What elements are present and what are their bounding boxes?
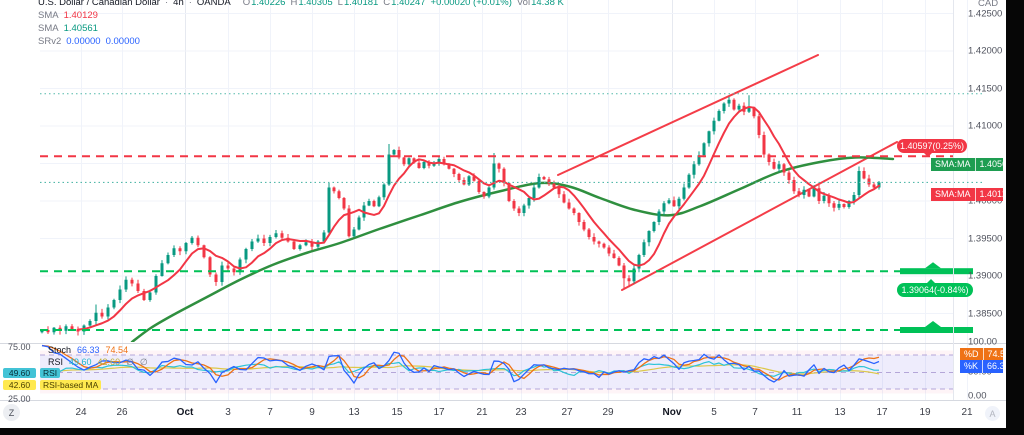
sma-slow-value: 1.40561: [63, 23, 98, 34]
oscillator-axis-label: 100.00: [968, 336, 998, 348]
stoch-k-axis-badge: %K 66.33: [960, 360, 1006, 373]
timezone-button[interactable]: Z: [3, 404, 20, 421]
empty-set-icon: ∅: [126, 357, 134, 367]
srv2-label: SRv2: [38, 36, 62, 47]
open-label: O: [242, 0, 251, 8]
time-axis-label: 7: [752, 407, 758, 418]
timeframe[interactable]: 4h: [173, 0, 184, 8]
time-axis-label: 17: [876, 407, 888, 418]
price-axis-label: 1.40000: [968, 195, 1003, 207]
separator: ·: [188, 0, 192, 8]
time-axis-label: Nov: [662, 407, 682, 418]
time-axis-label: 24: [75, 407, 87, 418]
time-axis-label: 7: [267, 407, 273, 418]
time-axis-label: 5: [711, 407, 717, 418]
chart-legend: U.S. Dollar / Canadian Dollar · 4h · OAN…: [38, 0, 564, 49]
time-axis-label: 17: [433, 407, 445, 418]
rsi-value: 49.60: [69, 357, 92, 367]
rsi-value-chip: 49.60: [3, 368, 36, 378]
symbol-info-row[interactable]: U.S. Dollar / Canadian Dollar · 4h · OAN…: [38, 0, 564, 9]
price-axis-label: 1.41000: [968, 120, 1003, 132]
oscillator-axis-label: 0.00: [968, 390, 987, 402]
sma-fast-axis-badge: SMA:MA 1.40129: [931, 188, 1006, 201]
time-axis-label: 13: [348, 407, 360, 418]
time-axis-label: 15: [391, 407, 403, 418]
exchange: OANDA: [196, 0, 231, 8]
rsi-ma-value-chip: 42.60: [3, 380, 36, 390]
rsi-legend-row[interactable]: RSI 49.60 42.60 ∅ ∅: [48, 356, 148, 368]
time-axis-label: 9: [309, 407, 315, 418]
rsi-ma-name-chip: RSI-based MA: [40, 380, 102, 390]
time-axis-label: Oct: [176, 407, 194, 418]
time-axis-label: 27: [561, 407, 573, 418]
time-axis-label: 23: [515, 407, 527, 418]
stoch-d-axis-badge: %D 74.54: [960, 348, 1006, 361]
stoch-legend-row[interactable]: Stoch 66.33 74.54: [48, 344, 148, 356]
price-axis-label: 1.39500: [968, 233, 1003, 244]
oscillator-legend: Stoch 66.33 74.54 RSI 49.60 42.60 ∅ ∅: [48, 344, 148, 368]
change-value: +0.00020 (+0.01%): [430, 0, 512, 8]
oscillator-left-axis-label: 75.00: [8, 342, 31, 352]
resistance-price-label: 1.40597(0.25%): [897, 139, 967, 157]
volume-value: 14.38 K: [531, 0, 564, 8]
sma-fast-legend-row[interactable]: SMA 1.40129: [38, 10, 564, 22]
empty-set-icon: ∅: [139, 357, 148, 367]
symbol-title: U.S. Dollar / Canadian Dollar: [38, 0, 160, 8]
srv2-value-1: 0.00000: [66, 36, 101, 47]
price-chart-canvas[interactable]: [0, 0, 1006, 428]
open-value: 1.40226: [251, 0, 286, 8]
rsi-label: RSI: [48, 357, 64, 367]
oscillator-left-axis-label: 25.00: [8, 394, 31, 404]
time-axis-label: 29: [602, 407, 614, 418]
sma-slow-axis-badge: SMA:MA 1.40561: [931, 158, 1006, 171]
time-axis-label: 21: [961, 407, 973, 418]
attribution-button[interactable]: A: [985, 406, 1000, 421]
price-axis-label: 1.42000: [968, 45, 1003, 57]
price-axis-label: 1.38500: [968, 308, 1003, 319]
sma-slow-legend-row[interactable]: SMA 1.40561: [38, 23, 564, 35]
sma-fast-value: 1.40129: [63, 10, 98, 21]
time-axis-label: 26: [116, 407, 128, 418]
srv2-value-2: 0.00000: [105, 36, 140, 47]
sma-slow-label: SMA: [38, 23, 59, 34]
price-axis-label: 1.42500: [968, 8, 1003, 19]
rsi-name-chip: RSI: [40, 368, 61, 378]
time-axis-label: 3: [225, 407, 231, 418]
price-axis-currency: CAD: [978, 0, 999, 9]
time-axis-label: 11: [791, 407, 803, 418]
price-axis-label: 1.41500: [968, 83, 1003, 94]
stoch-d-value: 74.54: [105, 345, 129, 355]
stoch-k-value: 66.33: [77, 345, 100, 355]
time-axis-label: 13: [834, 407, 846, 418]
low-label: L: [337, 0, 343, 8]
price-axis-label: 1.39000: [968, 270, 1003, 282]
high-value: 1.40305: [298, 0, 333, 8]
stoch-label: Stoch: [48, 345, 72, 355]
close-value: 1.40247: [391, 0, 426, 8]
sma-fast-label: SMA: [38, 10, 59, 21]
close-label: C: [383, 0, 391, 8]
time-axis-label: 21: [476, 407, 488, 418]
chart-window: U.S. Dollar / Canadian Dollar · 4h · OAN…: [0, 0, 1006, 428]
time-axis-label: 19: [919, 407, 931, 418]
rsi-ma-value: 42.60: [97, 357, 121, 367]
volume-label: Vol: [516, 0, 531, 8]
separator: ·: [164, 0, 169, 8]
srv2-legend-row[interactable]: SRv2 0.00000 0.00000: [38, 36, 564, 48]
low-value: 1.40181: [343, 0, 379, 8]
support-price-label: 1.39064(-0.84%): [897, 279, 973, 297]
high-label: H: [290, 0, 298, 8]
